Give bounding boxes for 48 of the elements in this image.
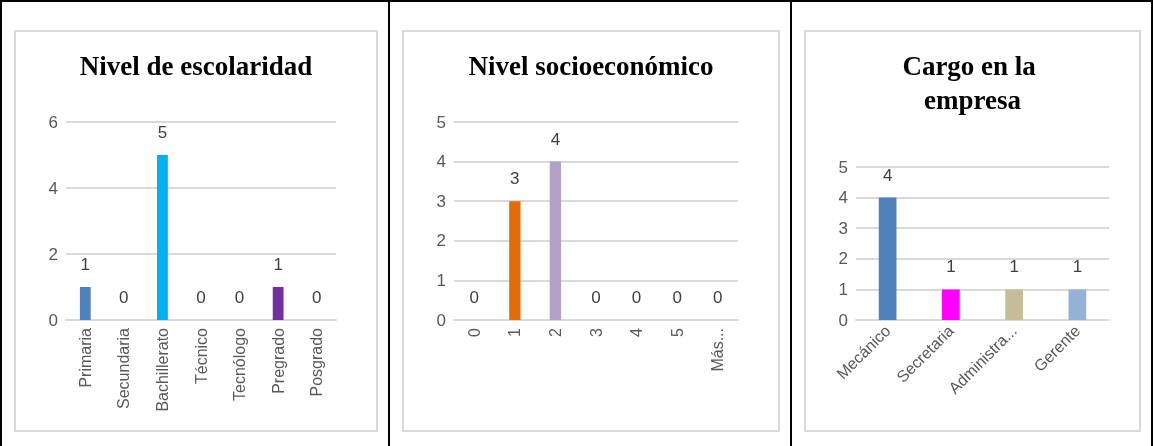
y-tick-label: 5 — [436, 112, 446, 132]
y-tick-label: 2 — [838, 249, 848, 269]
data-label: 4 — [882, 165, 893, 185]
chart-title: Cargo en la empresa — [902, 51, 1043, 115]
x-tick-label: 1 — [506, 327, 524, 337]
data-label: 1 — [273, 255, 283, 274]
x-tick-label: Secundaria — [115, 327, 133, 409]
data-label: 1 — [1009, 257, 1019, 277]
x-tick-label: Primaria — [76, 327, 94, 388]
data-label: 0 — [311, 288, 322, 307]
data-label: 0 — [591, 288, 601, 307]
y-tick-label: 3 — [436, 191, 446, 211]
x-tick-label: 5 — [668, 327, 686, 337]
x-tick-label: Más... — [709, 328, 727, 372]
y-tick-label: 2 — [48, 244, 58, 264]
data-label: 5 — [157, 123, 168, 142]
data-label: 0 — [196, 288, 206, 307]
data-label: 1 — [80, 255, 91, 274]
x-tick-label: 2 — [546, 327, 564, 337]
data-label: 3 — [510, 169, 520, 189]
chart-title: Nivel socioeconómico — [468, 51, 714, 81]
data-label: 4 — [550, 129, 561, 149]
y-tick-label: 1 — [838, 279, 848, 299]
y-tick-label: 6 — [48, 112, 58, 132]
x-tick-label: Tecnólogo — [231, 327, 249, 401]
data-label: 0 — [672, 288, 682, 307]
x-tick-label: 3 — [587, 327, 605, 337]
x-tick-label: 4 — [628, 327, 646, 337]
y-tick-label: 4 — [48, 178, 58, 198]
x-tick-label: Técnico — [192, 327, 210, 385]
data-label: 0 — [712, 288, 723, 307]
y-tick-label: 4 — [838, 188, 848, 208]
y-tick-label: 4 — [436, 152, 446, 172]
x-tick-label: 0 — [465, 327, 483, 337]
x-tick-label: Bachillerato — [153, 327, 171, 412]
x-tick-label: Posgrado — [308, 327, 326, 397]
data-label: 0 — [119, 288, 129, 307]
data-label: 0 — [469, 288, 480, 307]
data-label: 1 — [1072, 257, 1083, 277]
data-label: 1 — [946, 257, 956, 277]
y-tick-label: 5 — [838, 157, 848, 177]
y-tick-label: 2 — [436, 231, 446, 251]
chart-title: Nivel de escolaridad — [79, 51, 313, 81]
y-tick-label: 1 — [436, 270, 446, 290]
x-tick-label: Pregrado — [269, 327, 287, 394]
data-label: 0 — [631, 288, 642, 307]
data-label: 0 — [234, 288, 245, 307]
y-tick-label: 3 — [838, 218, 848, 238]
